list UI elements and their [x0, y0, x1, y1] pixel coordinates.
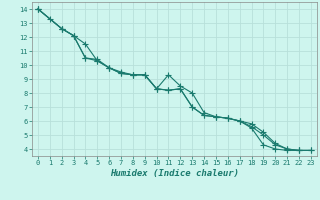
- X-axis label: Humidex (Indice chaleur): Humidex (Indice chaleur): [110, 169, 239, 178]
